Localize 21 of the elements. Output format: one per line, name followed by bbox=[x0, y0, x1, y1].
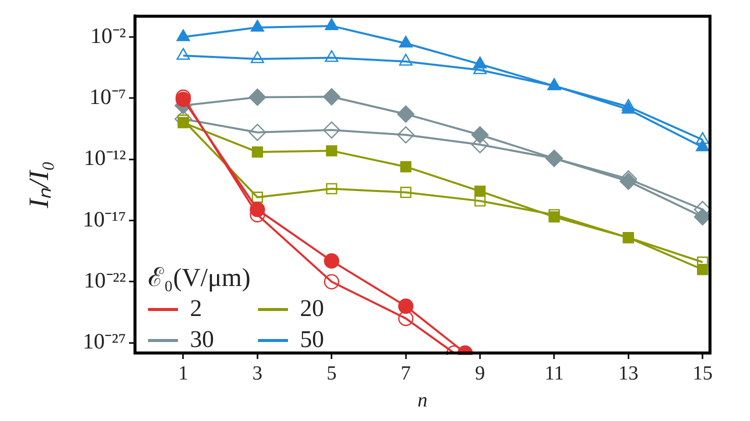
y-tick-label: 10⁻²⁷ bbox=[82, 328, 126, 354]
y-axis-title: Iₙ/I₀ bbox=[24, 161, 56, 210]
x-tick-label: 9 bbox=[475, 362, 485, 384]
legend-title: ℰ₀(V/μm) bbox=[148, 262, 252, 294]
legend-label: 30 bbox=[190, 327, 214, 354]
x-tick-label: 13 bbox=[618, 362, 638, 384]
legend-label: 20 bbox=[300, 296, 324, 323]
x-tick-label: 3 bbox=[252, 362, 262, 384]
x-tick-label: 7 bbox=[400, 362, 411, 384]
x-axis-title: n bbox=[418, 389, 428, 412]
y-tick-label: 10⁻¹⁷ bbox=[82, 206, 126, 232]
x-tick-label: 1 bbox=[178, 362, 188, 384]
y-tick-label: 10⁻¹² bbox=[84, 145, 126, 170]
x-tick-label: 15 bbox=[692, 362, 713, 384]
legend-label: 2 bbox=[190, 296, 202, 323]
legend-label: 50 bbox=[300, 327, 324, 354]
y-tick-label: 10⁻² bbox=[90, 22, 126, 48]
x-tick-label: 11 bbox=[544, 362, 564, 384]
x-tick-label: 5 bbox=[326, 362, 337, 384]
y-tick-label: 10⁻⁷ bbox=[89, 84, 126, 109]
y-tick-label: 10⁻²² bbox=[84, 268, 126, 293]
